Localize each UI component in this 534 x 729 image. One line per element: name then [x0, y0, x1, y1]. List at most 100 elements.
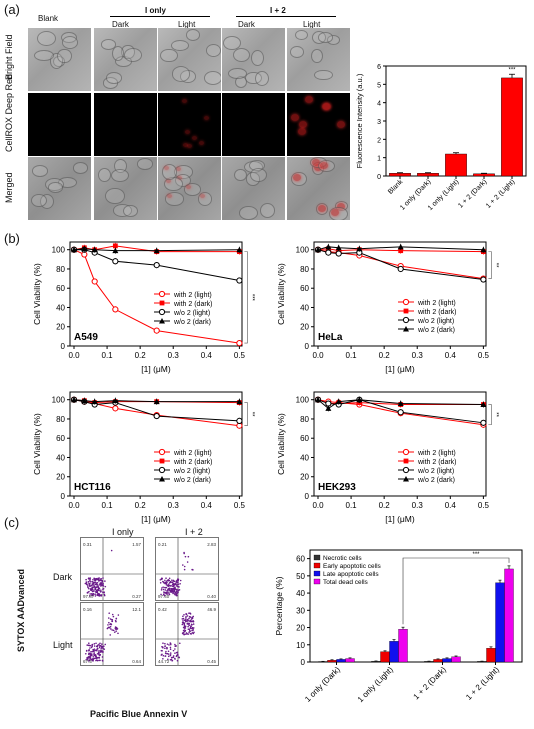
cell-outline [234, 169, 247, 182]
flow-event-dot [89, 644, 92, 647]
flow-event-dot [88, 587, 90, 590]
flow-event-dot [165, 650, 167, 653]
flow-event-dot [117, 614, 120, 616]
row-label-merged: Merged [4, 172, 14, 203]
plot-frame [69, 391, 243, 497]
y-tick-label: 20 [56, 473, 65, 482]
red-fluorescence-spot [304, 96, 313, 104]
data-point [335, 398, 342, 405]
flow-event-dot [169, 652, 172, 654]
flow-event-dot [84, 582, 87, 585]
flow-event-dot [96, 647, 99, 650]
flow-event-dot [89, 657, 92, 660]
flow-event-dot [87, 657, 89, 660]
flow-event-dot [160, 589, 163, 591]
flow-event-dot [98, 579, 100, 581]
red-fluorescence-spot [166, 178, 172, 183]
y-tick-label: 40 [296, 589, 305, 598]
flow-event-dot [101, 647, 103, 649]
legend-label: w/o 2 (dark) [173, 319, 211, 326]
flow-event-dot [186, 620, 189, 622]
data-point [236, 277, 243, 284]
data-point [159, 476, 165, 482]
bar [473, 173, 495, 177]
flow-event-dot [167, 653, 170, 655]
y-tick-label: 30 [296, 606, 305, 615]
flow-plot-canvas: 0.31 1.57 97.87 0.27 [81, 538, 143, 600]
flow-event-dot [94, 593, 97, 595]
data-point [112, 405, 119, 412]
flow-event-dot [164, 642, 166, 645]
flow-event-dot [189, 612, 191, 614]
flow-event-dot [94, 583, 97, 586]
data-point [112, 397, 119, 404]
col-label-light: Light [178, 20, 196, 29]
flow-event-dot [92, 650, 95, 653]
viability-chart-hek293: 0 20 40 60 80 100 0.0 0.1 0.2 0.3 0.4 0.5 [1] (μM) Ce… [276, 391, 498, 524]
flow-event-dot [172, 591, 175, 593]
flow-event-dot [111, 613, 114, 616]
data-point [153, 247, 160, 254]
flow-event-dot [103, 645, 105, 647]
col-label-dark: Dark [112, 20, 129, 29]
bar [336, 659, 346, 663]
flow-event-dot [93, 643, 96, 645]
flow-event-dot [96, 583, 98, 586]
flow-plot-canvas: 0.42 46.9 44.72 0.45 [156, 603, 218, 665]
cell-outline [184, 183, 202, 196]
flow-event-dot [176, 653, 179, 656]
flow-event-dot [172, 582, 175, 585]
y-tick-label: 1 [377, 156, 381, 163]
x-tick-label: 1 only (Dark) [303, 665, 342, 704]
micrograph-tile [94, 28, 157, 91]
flow-event-dot [163, 594, 166, 597]
micrograph-tile [287, 157, 350, 220]
flow-event-dot [170, 590, 173, 592]
cell-outline [73, 162, 89, 174]
flow-event-dot [107, 624, 109, 626]
y-tick-label: 60 [56, 284, 65, 293]
flow-event-dot [89, 581, 92, 583]
apoptosis-percentage-chart: 0 10 20 30 40 50 60 Percentage (%) 1 only (Dark)… [274, 549, 523, 704]
flow-event-dot [91, 645, 93, 647]
flow-event-dot [110, 549, 113, 552]
flow-event-dot [104, 585, 107, 588]
cell-outline [164, 192, 185, 207]
flow-event-dot [178, 589, 181, 591]
data-point [403, 476, 409, 482]
flow-event-dot [188, 624, 191, 626]
data-point [402, 316, 410, 324]
flow-event-dot [98, 659, 100, 662]
x-tick-label: 0.0 [68, 351, 80, 360]
significance-label: *** [508, 67, 516, 73]
flow-event-dot [86, 584, 89, 586]
flow-event-dot [87, 660, 90, 662]
flow-event-dot [190, 618, 193, 620]
flow-event-dot [188, 612, 190, 614]
x-tick-label: 0.5 [478, 501, 490, 510]
data-point [398, 248, 404, 254]
data-point [356, 245, 363, 252]
flow-event-dot [167, 658, 169, 661]
flow-event-dot [174, 643, 176, 646]
flow-event-dot [103, 591, 106, 594]
flow-event-dot [162, 580, 164, 583]
flow-event-dot [93, 645, 96, 647]
flow-event-dot [165, 652, 167, 655]
cell-outline [105, 72, 122, 84]
flow-event-dot [102, 585, 105, 587]
cell-outline [48, 182, 63, 193]
data-point [402, 448, 410, 456]
flow-event-dot [184, 620, 187, 623]
col-label-i-plus-2: I + 2 [270, 6, 286, 15]
x-tick-label: 1 + 2 (Light) [485, 178, 517, 210]
data-point [158, 466, 166, 474]
flow-event-dot [87, 580, 90, 583]
flow-event-dot [162, 588, 165, 591]
flow-event-dot [165, 584, 168, 586]
flow-event-dot [110, 628, 112, 630]
quadrant-value: 0.27 [132, 594, 141, 599]
x-tick-label: 0.2 [135, 501, 147, 510]
flow-event-dot [179, 579, 182, 582]
flow-dot-plot: 0.31 1.57 97.87 0.27 [80, 537, 144, 601]
